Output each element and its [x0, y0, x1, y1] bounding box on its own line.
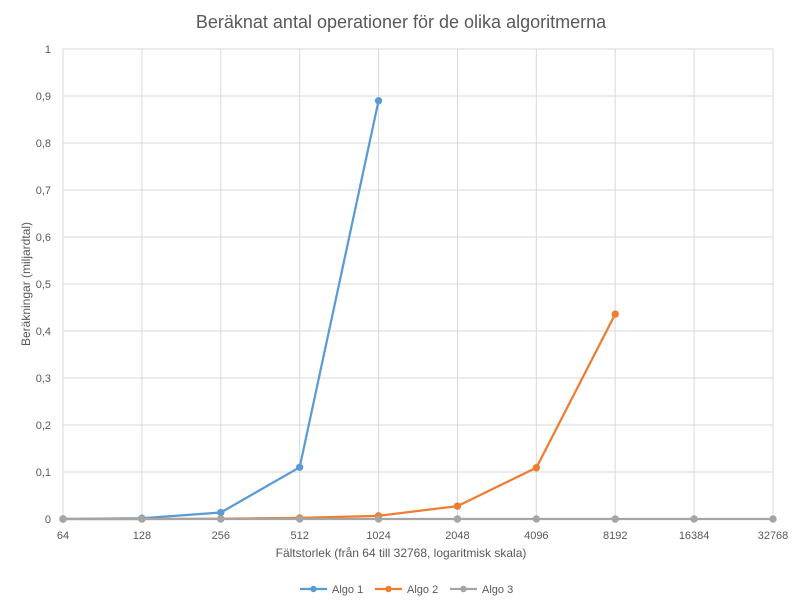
y-axis-label: Beräkningar (miljardtal)	[19, 222, 33, 346]
legend-label: Algo 2	[407, 584, 438, 596]
data-point	[217, 515, 225, 523]
series-line	[61, 312, 617, 521]
chart-title: Beräknat antal operationer för de olika …	[196, 12, 607, 32]
y-tick-label: 0,2	[36, 420, 51, 432]
legend-swatch-marker	[310, 585, 317, 593]
data-point	[295, 463, 304, 471]
series-lines	[59, 97, 777, 523]
x-tick-label: 512	[290, 530, 308, 542]
y-tick-label: 0,7	[36, 185, 51, 197]
legend-label: Algo 3	[482, 584, 513, 596]
x-axis-ticks: 64 128 256 512 1024 2048 4096 8192 16384 32768	[57, 530, 788, 542]
legend-label: Algo 1	[332, 584, 363, 596]
legend-swatch-marker	[385, 585, 392, 593]
data-point	[217, 508, 225, 517]
x-tick-label: 8192	[603, 530, 627, 542]
y-tick-label: 0,3	[36, 373, 51, 385]
x-tick-label: 128	[133, 530, 151, 542]
data-point	[59, 515, 67, 523]
x-tick-label: 64	[57, 530, 69, 542]
x-axis-label: Fältstorlek (från 64 till 32768, logarit…	[276, 546, 527, 560]
y-tick-label: 0,9	[36, 91, 51, 103]
legend-swatch-marker	[460, 585, 467, 593]
x-tick-label: 1024	[366, 530, 390, 542]
y-axis-ticks: 0 0,1 0,2 0,3 0,4 0,5 0,6 0,7 0,8 0,9 1	[36, 44, 51, 526]
x-tick-label: 256	[212, 530, 230, 542]
y-tick-label: 0,5	[36, 279, 51, 291]
legend-item: Algo 3	[450, 584, 513, 596]
x-tick-label: 16384	[679, 530, 710, 542]
series-algo-3	[59, 515, 777, 523]
y-tick-label: 1	[45, 44, 51, 56]
gridlines	[62, 48, 774, 520]
data-point	[532, 464, 541, 472]
y-tick-label: 0,1	[36, 467, 51, 479]
x-tick-label: 4096	[524, 530, 548, 542]
x-tick-label: 2048	[445, 530, 469, 542]
data-point	[295, 515, 304, 523]
data-point	[532, 515, 541, 523]
data-point	[453, 502, 462, 510]
data-point	[374, 97, 383, 105]
legend-item: Algo 2	[375, 584, 438, 596]
data-point	[138, 515, 146, 523]
data-point	[769, 515, 777, 523]
data-point	[453, 515, 462, 523]
data-point	[690, 515, 698, 523]
legend-item: Algo 1	[300, 584, 363, 596]
y-tick-label: 0,6	[36, 232, 51, 244]
y-tick-label: 0	[45, 514, 51, 526]
y-tick-label: 0,8	[36, 138, 51, 150]
data-point	[611, 515, 619, 523]
data-point	[374, 515, 383, 523]
series-algo-2	[59, 310, 619, 523]
legend: Algo 1 Algo 2 Algo 3	[300, 584, 513, 596]
y-tick-label: 0,4	[36, 326, 51, 338]
x-tick-label: 32768	[758, 530, 789, 542]
data-point	[611, 310, 619, 318]
